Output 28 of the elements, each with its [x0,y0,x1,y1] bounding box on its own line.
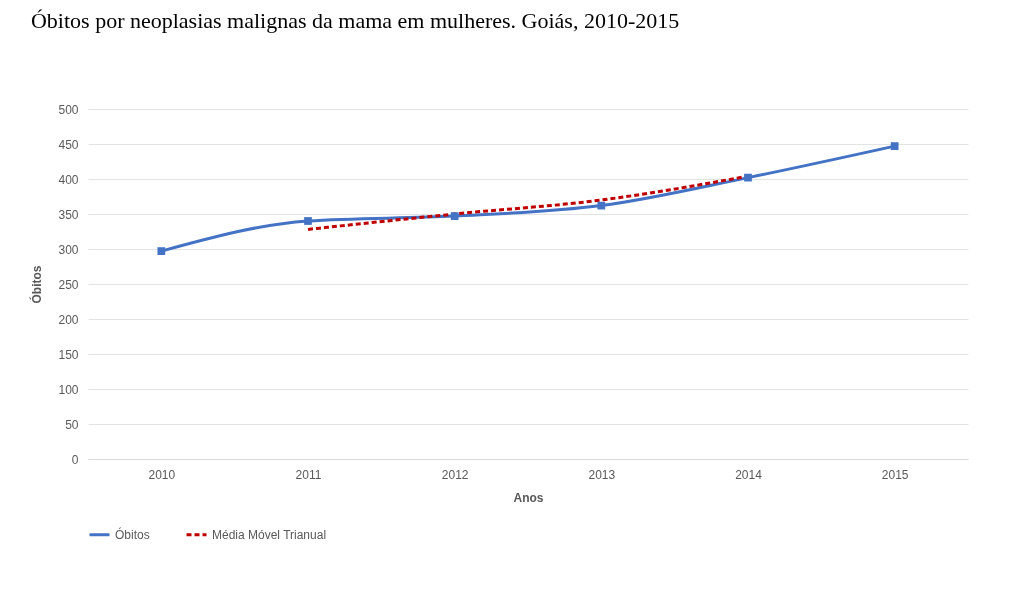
point [744,173,752,182]
x-tick-label: 2013 [588,467,616,482]
y-axis-title: Óbitos [29,265,45,304]
y-tick-label: 300 [58,242,79,257]
point [597,201,606,210]
point [890,142,899,150]
y-tick-label: 0 [71,452,79,467]
x-axis-title: Anos [513,490,544,505]
y-tick-label: 450 [58,137,79,152]
y-tick-label: 500 [58,102,79,117]
y-tick-label: 250 [58,277,79,292]
y-tick-label: 200 [58,312,79,327]
point [157,247,166,255]
x-tick-label: 2011 [295,467,322,482]
y-tick-label: 400 [58,172,79,187]
y-tick-label: 150 [58,347,79,362]
y-tick-label: 350 [58,207,79,222]
chart-title: Óbitos por neoplasias malignas da mama em mulheres. Goiás, 2010-2015 [30,8,680,33]
point [304,217,312,225]
legend-label: Óbitos [115,526,150,542]
legend-label: Média Móvel Trianual [212,527,327,542]
x-tick-label: 2012 [441,467,469,482]
y-tick-label: 50 [65,417,79,432]
x-tick-label: 2010 [148,467,176,482]
x-tick-label: 2015 [881,467,909,482]
x-tick-label: 2014 [735,467,763,482]
y-tick-label: 100 [58,382,79,397]
point [450,212,459,220]
